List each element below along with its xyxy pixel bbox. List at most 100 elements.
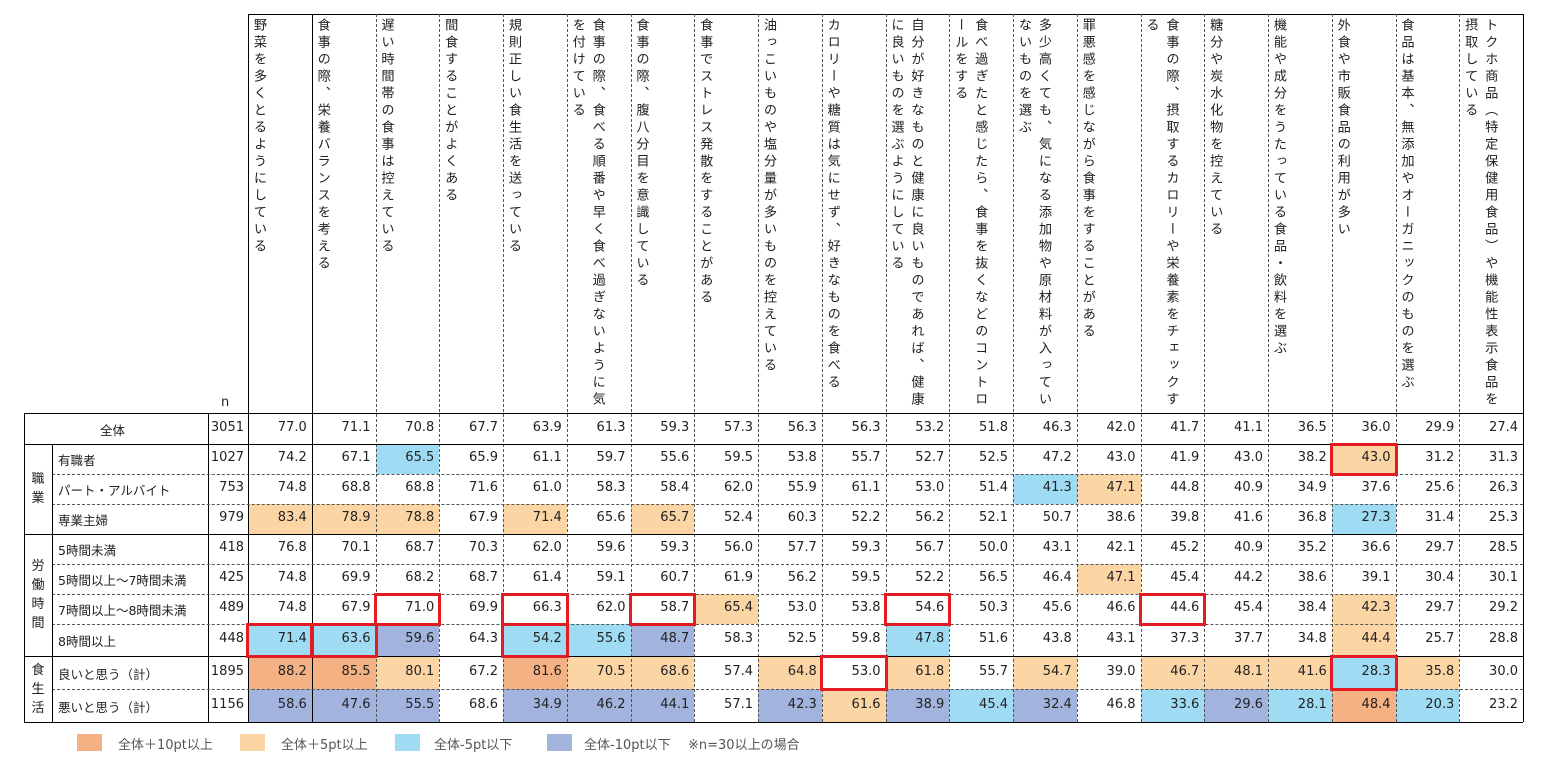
grid-vline: [885, 14, 887, 722]
grid-hline: [24, 534, 1523, 535]
data-value: 20.3: [1425, 696, 1455, 712]
data-value: 23.2: [1489, 696, 1518, 712]
data-value: 39.1: [1361, 570, 1391, 585]
data-value: 65.7: [660, 510, 690, 525]
data-value: 67.2: [469, 663, 498, 679]
highlight-cell: [375, 504, 440, 534]
highlight-cell: [1268, 656, 1332, 689]
highlight-cell: [375, 689, 440, 722]
column-header: 間食することがよくある: [439, 14, 503, 412]
highlight-cell: [503, 624, 567, 656]
row-label: 5時間以上～7時間未満: [58, 573, 187, 588]
data-value: 34.8: [1297, 631, 1327, 646]
row-n: 425: [219, 570, 244, 585]
legend-note: ※n=30以上の場合: [688, 738, 800, 753]
data-value: 61.4: [532, 570, 562, 585]
column-header: 食事の際、食べる順番や早く食べ過ぎないように気を付けている: [567, 14, 631, 412]
row-n: 3051: [210, 419, 244, 435]
data-value: 39.8: [1170, 510, 1200, 525]
data-value: 41.3: [1042, 480, 1072, 495]
group-label: 職業: [31, 472, 45, 506]
highlight-cell: [1331, 504, 1396, 534]
data-value: 33.6: [1170, 696, 1200, 712]
data-value: 46.7: [1170, 663, 1200, 679]
highlight-cell: [1076, 474, 1141, 504]
data-value: 67.9: [469, 510, 498, 525]
row-label: 5時間未満: [58, 543, 116, 558]
data-value: 48.4: [1361, 696, 1391, 712]
highlight-cell: [630, 624, 695, 656]
grid-vline: [1140, 14, 1142, 722]
data-value: 58.7: [660, 600, 690, 615]
data-value: 53.0: [787, 600, 817, 615]
data-value: 71.4: [277, 631, 307, 646]
grid-hline: [24, 656, 1523, 657]
data-value: 70.3: [469, 540, 498, 555]
grid-vline: [311, 14, 313, 722]
highlight-cell: [1331, 624, 1396, 656]
legend-label: 全体＋5pt以上: [281, 738, 368, 753]
data-value: 30.4: [1425, 570, 1455, 585]
data-value: 28.1: [1297, 696, 1327, 712]
column-header-text: 食べ過ぎたと感じたら、食事を抜くなどのコントロールをする: [952, 18, 988, 409]
column-header: 野菜を多くとるようにしている: [248, 14, 312, 412]
data-value: 42.1: [1106, 540, 1136, 555]
data-value: 53.0: [915, 480, 945, 495]
data-value: 43.1: [1042, 540, 1072, 555]
row-n: 1156: [210, 696, 244, 712]
data-value: 59.5: [851, 570, 881, 585]
row-n: 1027: [210, 450, 244, 465]
data-value: 25.3: [1489, 510, 1518, 525]
data-value: 41.6: [1297, 663, 1327, 679]
highlight-cell: [949, 689, 1013, 722]
column-header-text: 罪悪感を感じながら食事をすることがある: [1079, 18, 1095, 341]
grid-vline: [1395, 14, 1397, 722]
highlight-cell: [1395, 656, 1460, 689]
highlight-cell: [1268, 689, 1332, 722]
data-value: 68.6: [660, 663, 690, 679]
highlight-cell: [1204, 689, 1268, 722]
data-value: 74.8: [277, 570, 307, 585]
grid-hline: [52, 624, 1523, 625]
data-value: 45.6: [1042, 600, 1072, 615]
column-header-text: カロリーや糖質は気にせず、好きなものを食べる: [824, 18, 840, 392]
data-value: 37.3: [1170, 631, 1200, 646]
data-value: 56.3: [851, 419, 881, 435]
data-value: 29.2: [1489, 600, 1518, 615]
column-header: 機能や成分をうたっている食品・飲料を選ぶ: [1268, 14, 1332, 412]
data-value: 68.2: [405, 570, 435, 585]
legend-swatch: [240, 734, 265, 751]
grid-vline: [1268, 14, 1269, 722]
data-value: 29.6: [1234, 696, 1263, 712]
data-value: 56.2: [787, 570, 817, 585]
data-value: 41.7: [1170, 419, 1200, 435]
highlight-cell: [248, 504, 312, 534]
highlight-cell: [503, 504, 567, 534]
data-value: 83.4: [277, 510, 307, 525]
data-value: 70.8: [405, 419, 435, 435]
column-header-text: 食事でストレス発散をすることがある: [697, 18, 713, 307]
data-value: 42.0: [1106, 419, 1136, 435]
legend-swatch: [395, 734, 420, 751]
data-value: 56.2: [915, 510, 945, 525]
highlight-cell: [694, 594, 758, 624]
data-value: 59.8: [851, 631, 881, 646]
highlight-cell: [885, 624, 950, 656]
highlight-cell: [821, 689, 886, 722]
data-value: 65.9: [469, 450, 498, 465]
column-header: 多少高くても、気になる添加物や原材料が入っていないものを選ぶ: [1013, 14, 1077, 412]
highlight-cell: [375, 656, 440, 689]
grid-vline: [1331, 14, 1333, 722]
data-value: 28.3: [1361, 663, 1391, 679]
data-value: 51.6: [979, 631, 1008, 646]
column-header-text: 規則正しい食生活を送っている: [506, 18, 521, 256]
grid-vline: [694, 14, 696, 722]
data-value: 31.3: [1489, 450, 1518, 465]
data-value: 65.4: [724, 600, 753, 615]
column-header-text: 糖分や炭水化物を控えている: [1207, 18, 1223, 239]
highlight-cell: [311, 504, 376, 534]
data-value: 55.6: [596, 631, 626, 646]
column-header-text: 間食することがよくある: [442, 18, 458, 205]
grid-vline: [758, 14, 759, 722]
data-value: 70.1: [341, 540, 371, 555]
